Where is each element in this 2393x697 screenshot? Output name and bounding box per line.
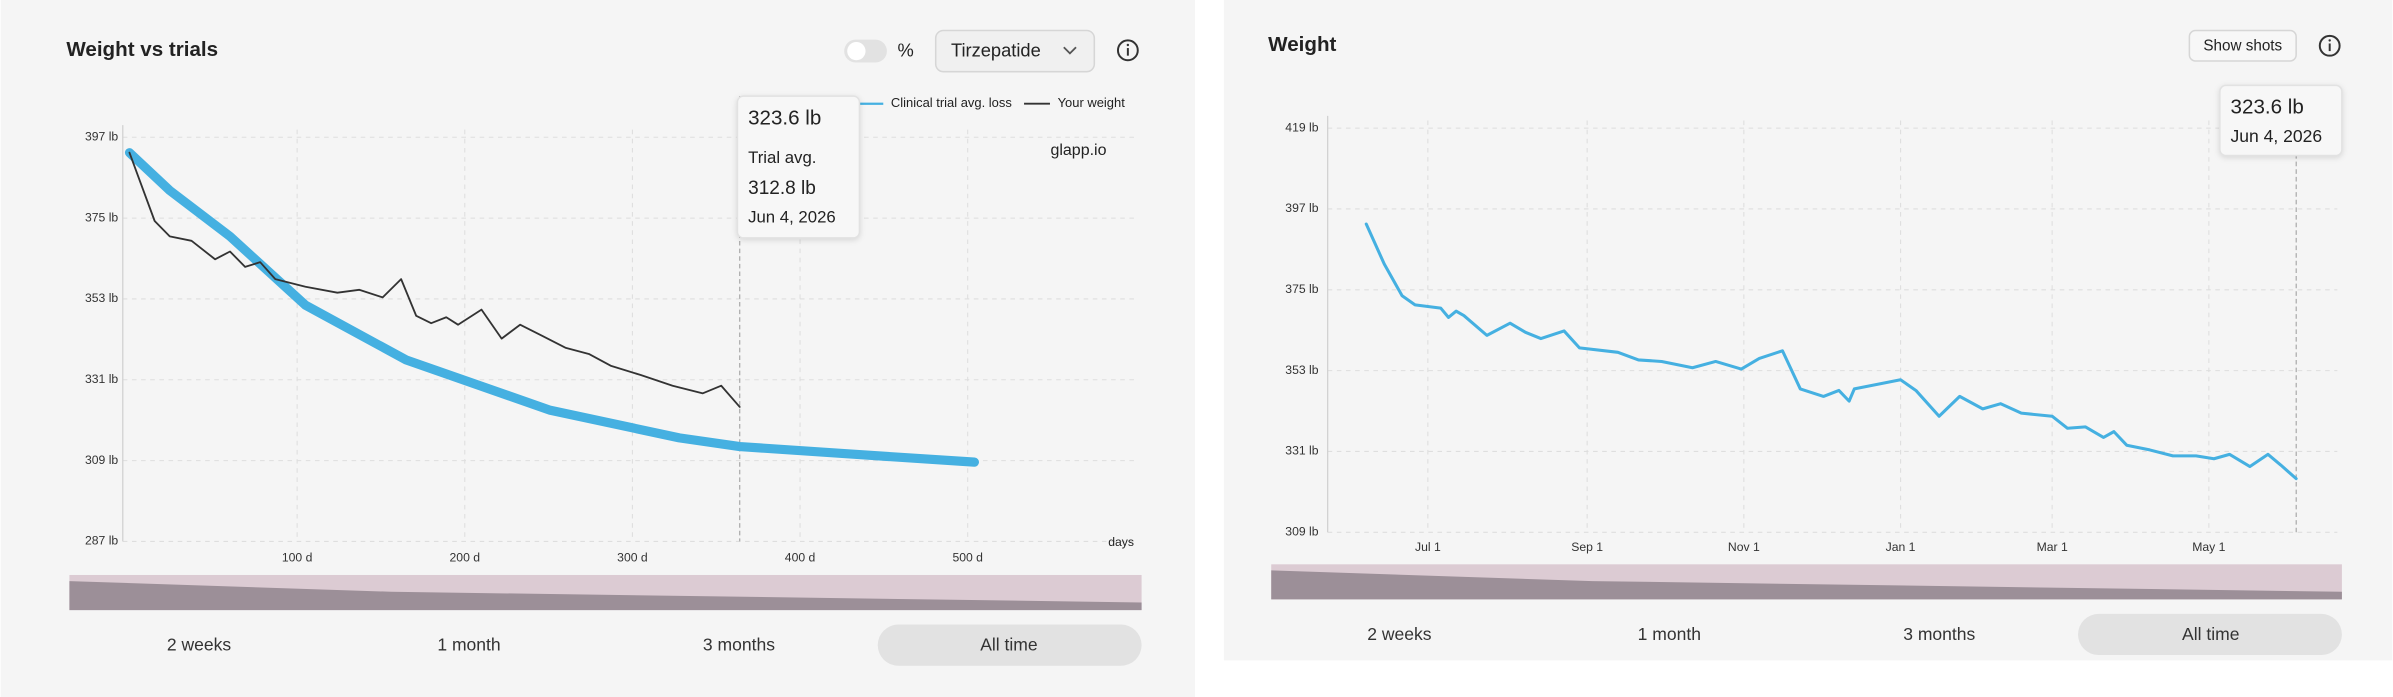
toggle-label: %: [898, 40, 914, 61]
y-tick-label: 309 lb: [85, 453, 118, 467]
button-label: Show shots: [2203, 38, 2282, 55]
x-axis-label: days: [1108, 535, 1134, 549]
dropdown[interactable]: [934, 29, 1096, 73]
tooltip-text: 323.6 lb: [2231, 96, 2304, 119]
y-tick-label: 309 lb: [1285, 525, 1318, 539]
range-button[interactable]: All time: [2182, 624, 2239, 644]
range-button[interactable]: 2 weeks: [1367, 624, 1431, 644]
y-tick-label: 287 lb: [85, 534, 118, 548]
info-icon[interactable]: [1116, 39, 1139, 62]
toggle-knob: [847, 41, 866, 61]
x-tick-label: 400 d: [785, 550, 816, 564]
y-tick-label: 375 lb: [85, 210, 118, 224]
series-line: [1364, 222, 2298, 481]
x-tick-label: Jan 1: [1886, 540, 1916, 554]
y-tick-label: 419 lb: [1285, 120, 1318, 134]
navigator-area: [1271, 570, 2342, 600]
series-line: [124, 148, 980, 467]
x-tick-label: Sep 1: [1571, 540, 1603, 554]
info-icon-dot: [1126, 43, 1130, 47]
info-icon-dot: [2328, 39, 2331, 42]
tooltip-text: Jun 4, 2026: [748, 208, 836, 227]
range-button[interactable]: 3 months: [703, 635, 775, 655]
x-tick-label: Jul 1: [1415, 540, 1441, 554]
range-button[interactable]: 3 months: [1903, 624, 1975, 644]
tooltip-text: 312.8 lb: [748, 178, 816, 199]
y-tick-label: 397 lb: [1285, 201, 1318, 215]
y-tick-label: 331 lb: [85, 372, 118, 386]
navigator-area: [69, 581, 1142, 611]
range-button[interactable]: All time: [980, 635, 1037, 655]
legend-label: Your weight: [1058, 95, 1126, 110]
x-tick-label: 200 d: [450, 550, 480, 564]
y-tick-label: 375 lb: [1285, 282, 1318, 296]
right-panel: [1223, 0, 2393, 661]
x-tick-label: 500 d: [952, 550, 983, 564]
tooltip-text: Jun 4, 2026: [2231, 126, 2323, 146]
tooltip: [2219, 84, 2343, 157]
y-tick-label: 353 lb: [85, 291, 118, 305]
x-tick-label: 300 d: [617, 550, 647, 564]
chevron: [1063, 46, 1077, 55]
info-icon[interactable]: [2318, 34, 2341, 57]
range-selected: [2078, 613, 2342, 656]
x-tick-label: 100 d: [282, 550, 313, 564]
legend-label: Clinical trial avg. loss: [891, 95, 1012, 110]
x-tick-label: May 1: [2192, 540, 2225, 554]
dropdown-label: Tirzepatide: [951, 40, 1041, 61]
y-tick-label: 397 lb: [85, 129, 118, 143]
range-button[interactable]: 2 weeks: [167, 635, 231, 655]
watermark: glapp.io: [1050, 142, 1106, 159]
range-button[interactable]: 1 month: [437, 635, 500, 655]
show-shots-button[interactable]: [2188, 29, 2297, 62]
x-tick-label: Mar 1: [2037, 540, 2068, 554]
range-button[interactable]: 1 month: [1638, 624, 1701, 644]
range-selected: [877, 624, 1142, 666]
series-line: [128, 151, 741, 408]
title: Weight vs trials: [66, 38, 218, 61]
title: Weight: [1268, 33, 1336, 56]
tooltip-text: 323.6 lb: [748, 106, 821, 129]
x-tick-label: Nov 1: [1728, 540, 1760, 554]
tooltip: [736, 95, 861, 239]
tooltip-text: Trial avg.: [748, 148, 816, 167]
y-tick-label: 331 lb: [1285, 444, 1318, 458]
y-tick-label: 353 lb: [1285, 363, 1318, 377]
